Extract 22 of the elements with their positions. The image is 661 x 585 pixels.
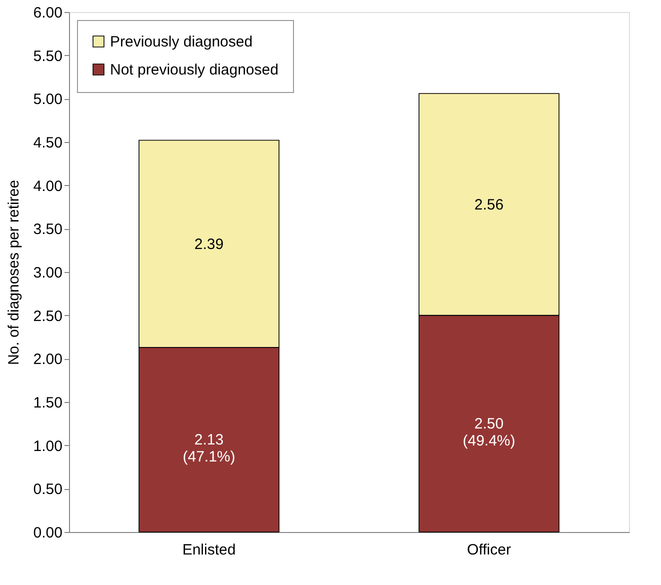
x-tick-label: Enlisted [182, 542, 236, 558]
y-axis-title: No. of diagnoses per retiree [5, 180, 22, 366]
y-tick-label: 1.00 [33, 438, 62, 455]
y-tick-label: 4.50 [33, 134, 62, 152]
x-tick-label: Officer [467, 542, 511, 558]
y-tick-label: 4.00 [33, 178, 62, 195]
y-tick-label: 5.00 [33, 91, 62, 108]
y-tick-label: 0.50 [33, 481, 62, 498]
y-tick-label: 3.00 [33, 264, 62, 282]
data-label: 2.56 [474, 196, 504, 214]
data-label: 2.13 (47.1%) [182, 432, 236, 466]
y-tick-label: 2.00 [33, 351, 62, 368]
y-tick-label: 2.50 [33, 308, 62, 325]
legend-label: Previously diagnosed [110, 34, 253, 50]
y-tick-label: 1.50 [33, 394, 62, 412]
y-tick-label: 5.50 [33, 48, 62, 65]
data-label: 2.39 [194, 236, 224, 253]
y-tick-label: 6.00 [33, 4, 62, 22]
legend-label: Not previously diagnosed [110, 62, 278, 78]
y-tick-label: 3.50 [33, 221, 62, 238]
y-tick-label: 0.00 [33, 524, 62, 542]
data-label: 2.50 (49.4%) [462, 416, 516, 450]
